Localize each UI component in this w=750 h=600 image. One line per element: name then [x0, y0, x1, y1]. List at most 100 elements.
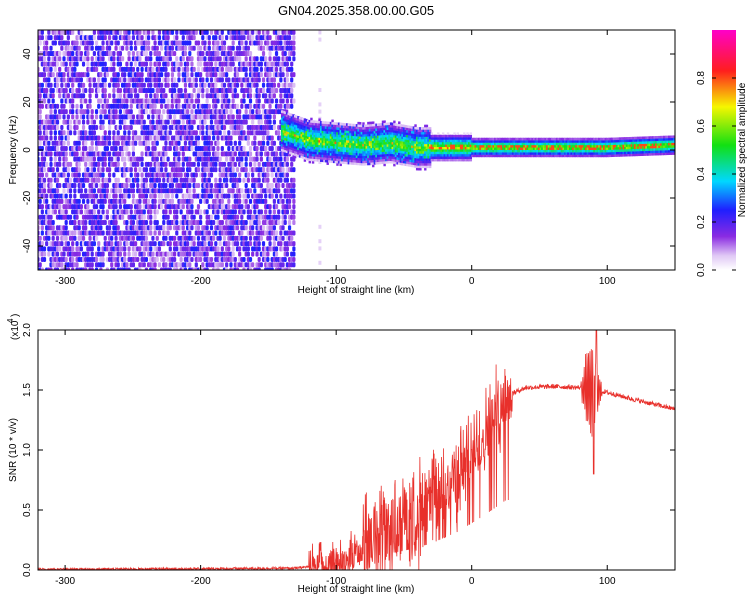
spectrogram-cell — [248, 98, 253, 104]
spectrogram-cell — [188, 251, 192, 257]
spectrogram-cell — [99, 72, 103, 78]
spectrogram-cell — [233, 161, 237, 167]
spectrogram-cell — [55, 188, 60, 194]
spectrogram-cell — [166, 72, 170, 78]
spectrogram-cell — [175, 82, 179, 88]
spectrogram-cell — [257, 246, 261, 252]
spectrogram-cell — [251, 172, 255, 178]
spectrogram-cell — [290, 103, 294, 109]
spectrogram-cell — [120, 45, 125, 51]
spectrogram-cell — [212, 135, 216, 141]
spectrogram-cell — [186, 109, 190, 115]
spectrogram-cell — [112, 130, 116, 136]
spectrogram-cell — [58, 156, 62, 162]
spectrogram-cell — [231, 167, 235, 173]
spectrogram-cell — [71, 98, 75, 104]
spectrogram-cell — [244, 198, 248, 204]
spectrogram-cell — [60, 241, 64, 247]
spectrogram-cell — [103, 130, 107, 136]
spectrogram-cell — [231, 61, 235, 67]
spectrogram-cell — [188, 230, 192, 236]
spectrogram-cell — [123, 251, 127, 257]
spectrogram-cell — [257, 98, 261, 104]
spectrogram-cell — [42, 72, 47, 78]
spectrogram-cell — [199, 214, 203, 220]
spectrogram-cell — [231, 251, 235, 257]
spectrogram-cell — [60, 135, 64, 141]
spectrogram-cell — [51, 167, 55, 173]
spectrogram-cell — [118, 124, 123, 130]
spectrogram-cell — [49, 66, 53, 72]
spectrogram-cell — [133, 241, 138, 247]
spectrogram-cell — [138, 167, 142, 173]
spectrogram-cell — [173, 235, 177, 241]
spectrogram-cell — [222, 40, 227, 46]
spectrogram-cell — [240, 40, 244, 46]
spectrogram-cell — [101, 251, 105, 257]
spectrogram-cell — [116, 72, 120, 78]
spectrogram-cell — [112, 93, 116, 99]
spectrogram-cell — [238, 172, 242, 178]
spectrogram-cell — [272, 82, 276, 88]
spectrogram-cell — [131, 51, 136, 57]
spectrogram-cell — [40, 204, 44, 210]
spectrogram-cell — [114, 193, 118, 199]
spectrogram-cell — [105, 98, 109, 104]
spectrogram-cell — [101, 230, 105, 236]
spectrogram-cell — [53, 130, 57, 136]
spectrogram-cell — [107, 135, 112, 141]
spectrogram-cell — [259, 156, 263, 162]
spectrogram-cell — [179, 61, 183, 67]
spectrogram-cell — [190, 56, 194, 62]
spectrogram-cell — [62, 114, 66, 120]
spectrogram-cell — [227, 130, 231, 136]
spectrogram-cell — [103, 161, 107, 167]
spectrogram-cell — [192, 188, 196, 194]
spectrogram-cell — [259, 235, 263, 241]
spectrogram-cell — [62, 72, 66, 78]
spectrogram-cell — [209, 256, 214, 262]
spectrogram-cell — [51, 98, 55, 104]
spectrogram-cell — [175, 30, 179, 35]
spectrogram-cell — [153, 214, 157, 220]
spectrogram-cell — [73, 188, 77, 194]
spectrogram-cell — [75, 124, 79, 130]
spectrogram-cell — [235, 82, 240, 88]
spectrogram-cell — [277, 30, 281, 35]
spectrogram-cell — [244, 109, 248, 115]
spectrogram-cell — [244, 167, 248, 173]
spectrogram-cell — [175, 246, 179, 252]
spectrogram-cell — [149, 135, 153, 141]
spectrogram-cell — [71, 109, 75, 115]
spectrogram-cell — [166, 214, 170, 220]
spectrogram-cell — [110, 40, 114, 46]
spectrogram-cell — [146, 30, 151, 35]
spectrogram-cell — [103, 235, 107, 241]
spectrogram-cell — [68, 119, 73, 125]
spectrogram-cell — [131, 188, 136, 194]
spectrogram-cell — [218, 156, 222, 162]
spectrogram-cell — [218, 130, 222, 136]
spectrogram-cell — [160, 167, 164, 173]
spectrogram-cell — [279, 193, 283, 199]
spectrogram-cell — [227, 77, 231, 83]
spectrogram-cell — [220, 188, 224, 194]
spectrogram-cell — [153, 40, 157, 46]
spectrogram-cell — [160, 114, 164, 120]
spectrogram-cell — [127, 56, 131, 62]
spectrogram-cell — [183, 82, 188, 88]
spectrogram-cell — [81, 235, 86, 241]
spectrogram-cell — [194, 82, 198, 88]
spectrogram-cell — [194, 172, 198, 178]
spectrogram-cell — [146, 45, 151, 51]
spectrogram-cell — [257, 177, 261, 183]
spectrogram-cell — [238, 177, 242, 183]
spectrogram-cell — [229, 135, 233, 141]
spectrogram-cell — [84, 146, 88, 152]
spectrogram-cell — [79, 209, 83, 215]
spectrogram-cell — [112, 61, 116, 67]
spectrogram-cell — [71, 87, 75, 93]
spectrogram-cell — [164, 183, 168, 189]
spectrogram-cell — [231, 45, 235, 51]
spectrogram-cell — [79, 103, 83, 109]
